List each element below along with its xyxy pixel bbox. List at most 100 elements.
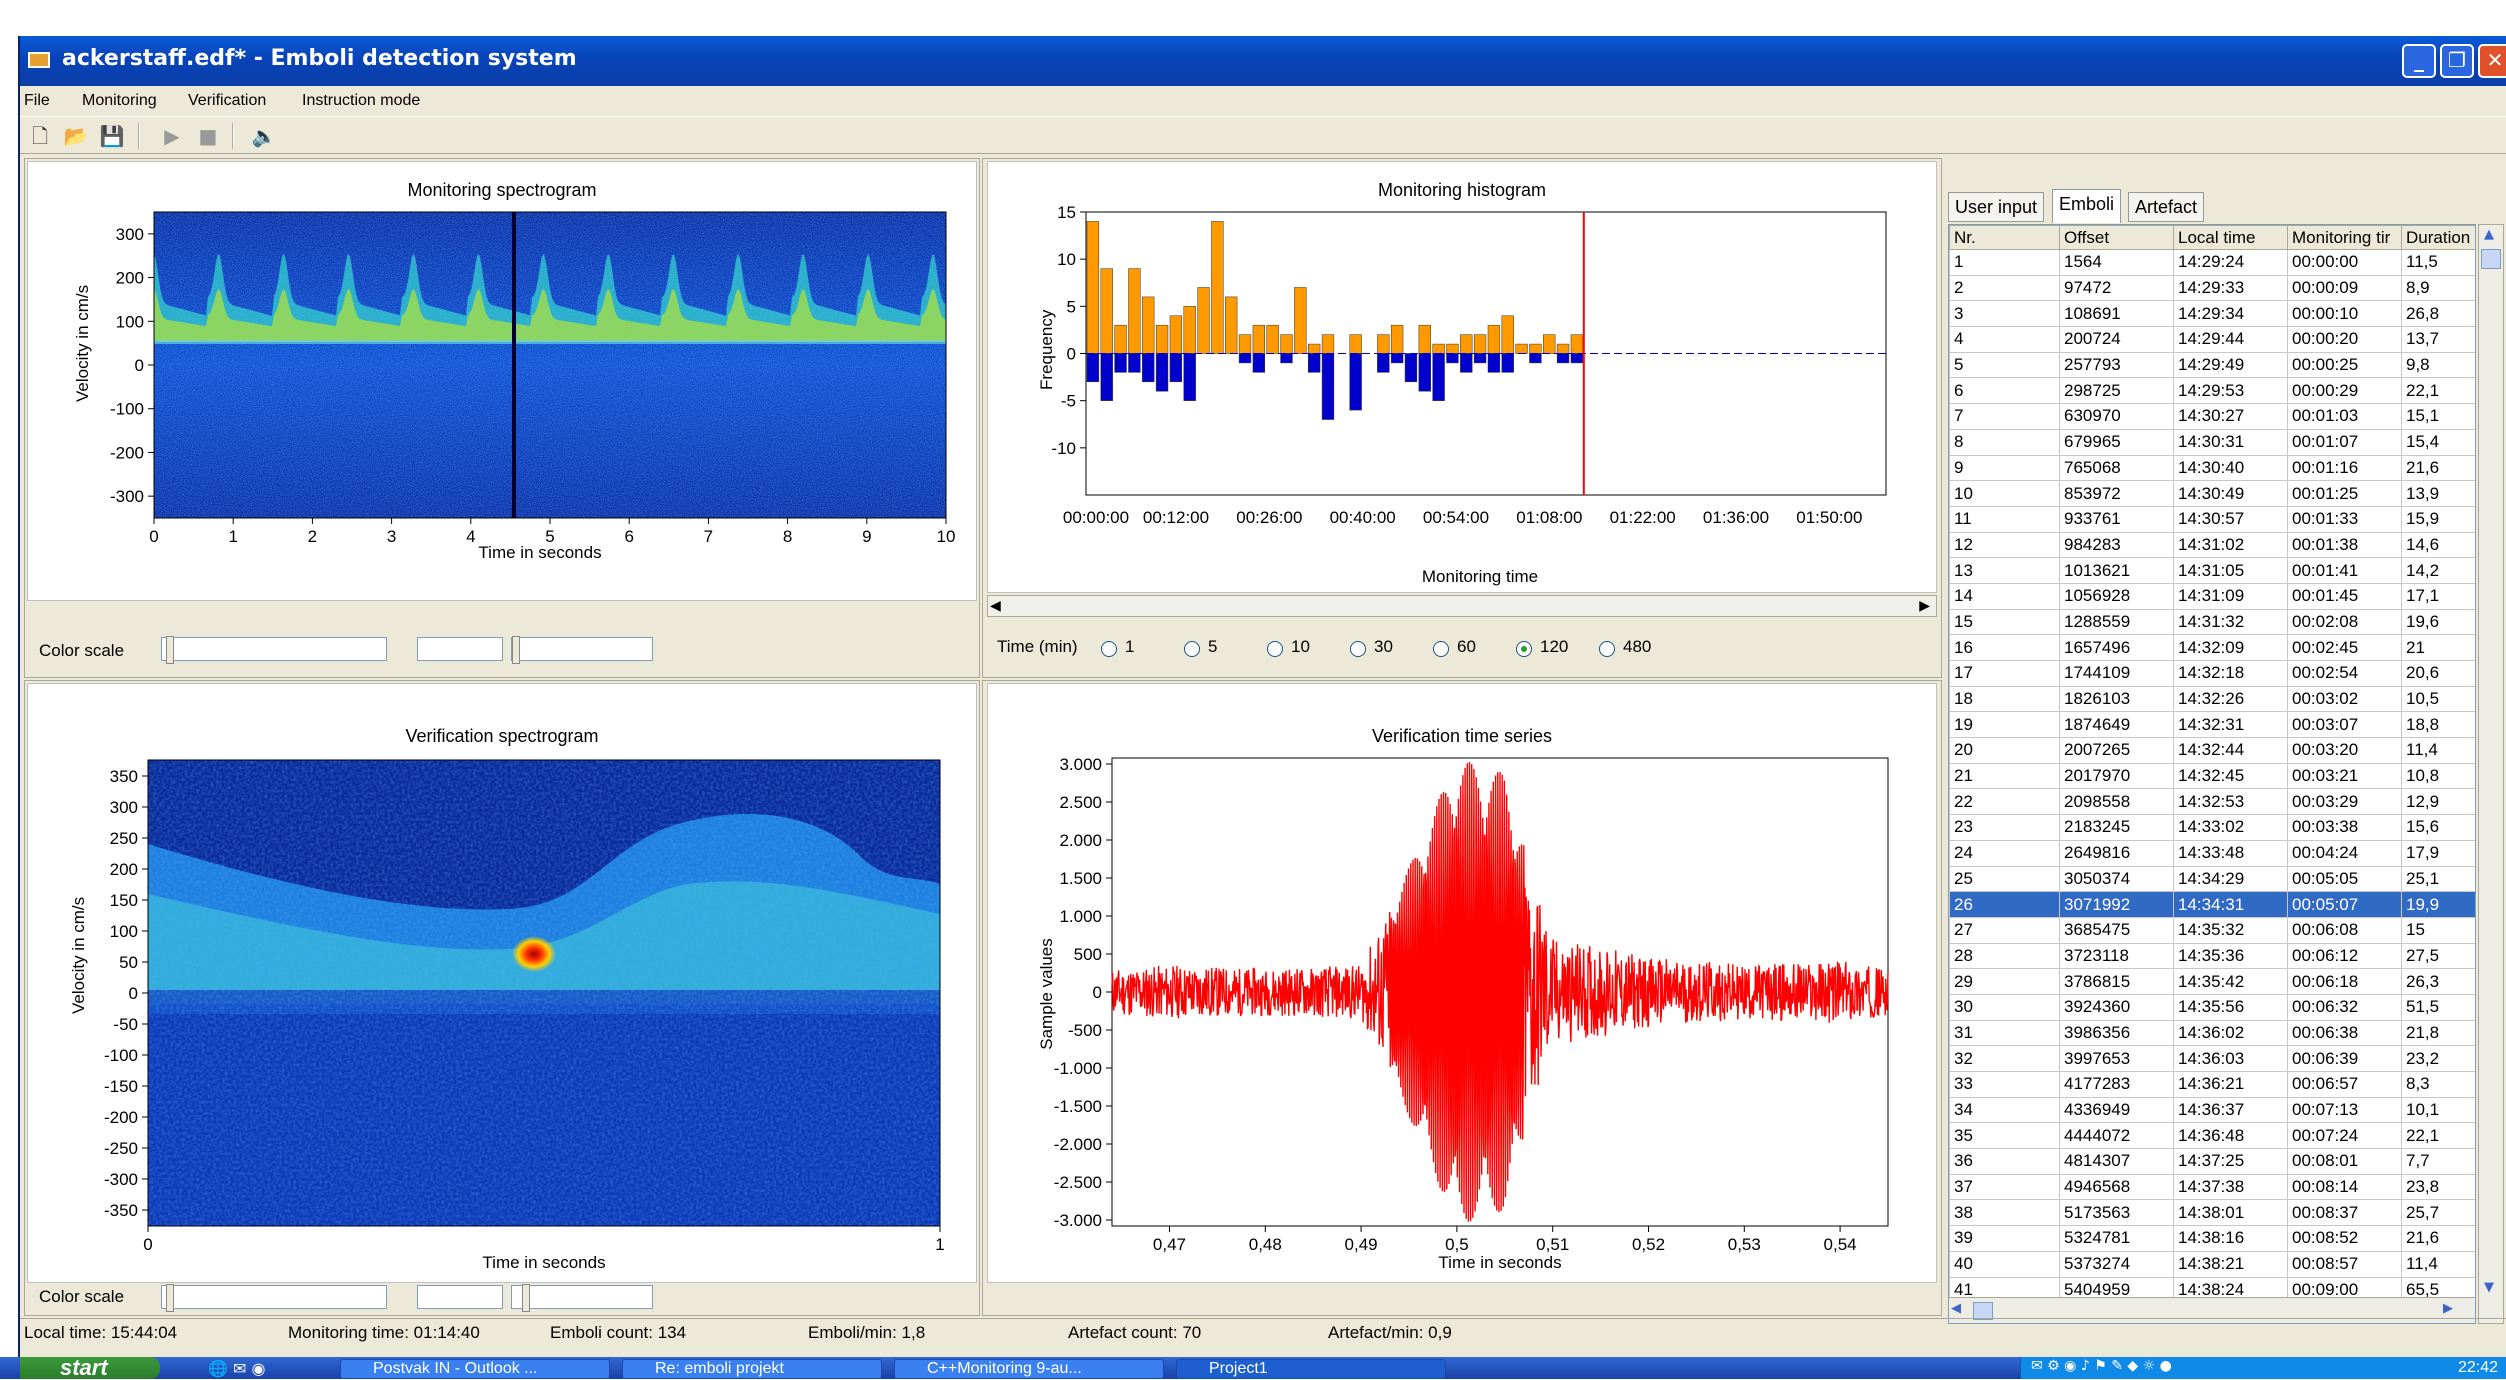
time-radio-5[interactable] (1184, 641, 1200, 657)
time-radio-1[interactable] (1101, 641, 1117, 657)
color-scale-slider-1[interactable] (161, 636, 387, 664)
table-row[interactable]: 15 1288559 14:31:32 00:02:08 19,6 (1949, 608, 2475, 636)
v-scroll-thumb[interactable] (2481, 249, 2501, 269)
table-row[interactable]: 22 2098558 14:32:53 00:03:29 12,9 (1949, 788, 2475, 816)
menu-monitoring[interactable]: Monitoring (82, 92, 157, 109)
table-row[interactable]: 35 4444072 14:36:48 00:07:24 22,1 (1949, 1122, 2475, 1150)
slider-thumb[interactable] (166, 1284, 174, 1312)
histogram-bar (1252, 324, 1266, 354)
table-row[interactable]: 17 1744109 14:32:18 00:02:54 20,6 (1949, 660, 2475, 687)
table-row[interactable]: 33 4177283 14:36:21 00:06:57 8,3 (1949, 1071, 2475, 1098)
color-scale-slider-4[interactable] (161, 1284, 387, 1312)
tray-icons[interactable]: ✉ ⚙ ◉ ♪ ⚑ ✎ ◆ ☼ ● (2031, 1358, 2172, 1374)
stop-icon[interactable]: ■ (198, 124, 218, 148)
time-radio-120[interactable] (1516, 641, 1532, 657)
table-row[interactable]: 20 2007265 14:32:44 00:03:20 11,4 (1949, 737, 2475, 764)
column-header[interactable]: Duration (2401, 225, 2475, 250)
play-icon[interactable]: ▶ (164, 124, 180, 148)
table-row[interactable]: 40 5373274 14:38:21 00:08:57 11,4 (1949, 1250, 2475, 1278)
time-radio-60[interactable] (1433, 641, 1449, 657)
table-row[interactable]: 5 257793 14:29:49 00:00:25 9,8 (1949, 351, 2475, 379)
task-project1[interactable]: Project1 (1176, 1359, 1446, 1379)
table-row[interactable]: 25 3050374 14:34:29 00:05:05 25,1 (1949, 865, 2475, 893)
column-header[interactable]: Offset (2059, 225, 2174, 250)
table-row[interactable]: 3 108691 14:29:34 00:00:10 26,8 (1949, 300, 2475, 328)
color-scale-slider-3[interactable] (511, 636, 653, 664)
status-bar: Local time: 15:44:04 Monitoring time: 01… (20, 1318, 2506, 1344)
start-button[interactable]: start (20, 1357, 160, 1379)
h-scroll-thumb[interactable] (1973, 1302, 1993, 1320)
table-row[interactable]: 27 3685475 14:35:32 00:06:08 15 (1949, 916, 2475, 944)
table-row[interactable]: 8 679965 14:30:31 00:01:07 15,4 (1949, 428, 2475, 456)
time-radio-30[interactable] (1350, 641, 1366, 657)
table-row[interactable]: 38 5173563 14:38:01 00:08:37 25,7 (1949, 1199, 2475, 1227)
x-tick-label: 10 (937, 527, 956, 546)
task-cpp-monitoring[interactable]: C++Monitoring 9-au... (894, 1359, 1164, 1379)
table-row[interactable]: 19 1874649 14:32:31 00:03:07 18,8 (1949, 711, 2475, 739)
quick-launch-icons[interactable]: 🌐 ✉ ◉ (208, 1359, 266, 1378)
slider-thumb[interactable] (512, 636, 520, 664)
histogram-scrollbar[interactable]: ◀ ▶ (987, 595, 1937, 617)
table-vertical-scrollbar[interactable]: ▲ ▼ (2478, 224, 2504, 1324)
slider-thumb[interactable] (522, 1284, 530, 1312)
table-row[interactable]: 37 4946568 14:37:38 00:08:14 23,8 (1949, 1173, 2475, 1201)
tab-emboli[interactable]: Emboli (2052, 189, 2122, 223)
table-row[interactable]: 30 3924360 14:35:56 00:06:32 51,5 (1949, 993, 2475, 1021)
maximize-button[interactable]: ❐ (2440, 44, 2474, 78)
table-row[interactable]: 31 3986356 14:36:02 00:06:38 21,8 (1949, 1019, 2475, 1047)
table-row[interactable]: 28 3723118 14:35:36 00:06:12 27,5 (1949, 942, 2475, 970)
table-row[interactable]: 18 1826103 14:32:26 00:03:02 10,5 (1949, 685, 2475, 713)
open-folder-icon[interactable]: 📂 (63, 124, 89, 148)
column-header[interactable]: Monitoring tir (2287, 225, 2402, 250)
scroll-down-icon[interactable]: ▼ (2484, 1280, 2494, 1295)
table-row[interactable]: 34 4336949 14:36:37 00:07:13 10,1 (1949, 1096, 2475, 1124)
table-row[interactable]: 21 2017970 14:32:45 00:03:21 10,8 (1949, 762, 2475, 790)
menu-file[interactable]: File (24, 92, 50, 109)
scroll-left-icon[interactable]: ◀ (990, 598, 1001, 614)
table-row[interactable]: 7 630970 14:30:27 00:01:03 15,1 (1949, 403, 2475, 430)
table-row[interactable]: 1 1564 14:29:24 00:00:00 11,5 (1949, 249, 2475, 276)
time-radio-10[interactable] (1267, 641, 1283, 657)
tab-artefact[interactable]: Artefact (2128, 192, 2205, 222)
table-row[interactable]: 4 200724 14:29:44 00:00:20 13,7 (1949, 326, 2475, 353)
slider-thumb[interactable] (166, 636, 174, 664)
color-scale-slider-5[interactable] (417, 1285, 503, 1309)
minimize-button[interactable]: _ (2402, 44, 2436, 78)
task-emboli-projekt[interactable]: Re: emboli projekt (622, 1359, 882, 1379)
table-row[interactable]: 2 97472 14:29:33 00:00:09 8,9 (1949, 274, 2475, 302)
speaker-icon[interactable]: 🔈 (251, 124, 277, 148)
table-row[interactable]: 16 1657496 14:32:09 00:02:45 21 (1949, 634, 2475, 661)
color-scale-slider-6[interactable] (511, 1284, 653, 1312)
table-row[interactable]: 36 4814307 14:37:25 00:08:01 7,7 (1949, 1148, 2475, 1175)
close-button[interactable]: ✕ (2478, 44, 2506, 78)
table-row[interactable]: 9 765068 14:30:40 00:01:16 21,6 (1949, 454, 2475, 482)
table-row[interactable]: 29 3786815 14:35:42 00:06:18 26,3 (1949, 968, 2475, 995)
table-cell: 19,6 (2401, 608, 2475, 636)
table-row[interactable]: 39 5324781 14:38:16 00:08:52 21,6 (1949, 1225, 2475, 1252)
table-row[interactable]: 6 298725 14:29:53 00:00:29 22,1 (1949, 377, 2475, 405)
table-row[interactable]: 12 984283 14:31:02 00:01:38 14,6 (1949, 531, 2475, 559)
column-header[interactable]: Local time (2173, 225, 2288, 250)
save-icon[interactable]: 💾 (99, 124, 125, 148)
column-header[interactable]: Nr. (1949, 225, 2060, 250)
table-row[interactable]: 11 933761 14:30:57 00:01:33 15,9 (1949, 505, 2475, 533)
table-row[interactable]: 10 853972 14:30:49 00:01:25 13,9 (1949, 480, 2475, 507)
scroll-up-icon[interactable]: ▲ (2484, 227, 2494, 242)
menu-instruction-mode[interactable]: Instruction mode (302, 92, 421, 109)
task-outlook[interactable]: Postvak IN - Outlook ... (340, 1359, 610, 1379)
menu-verification[interactable]: Verification (188, 92, 267, 109)
table-cell: 00:02:54 (2287, 660, 2402, 687)
tab-user-input[interactable]: User input (1948, 192, 2045, 222)
new-file-icon[interactable]: 🗋 (31, 124, 49, 148)
table-row[interactable]: 32 3997653 14:36:03 00:06:39 23,2 (1949, 1045, 2475, 1072)
time-radio-480[interactable] (1599, 641, 1615, 657)
table-row[interactable]: 26 3071992 14:34:31 00:05:07 19,9 (1949, 891, 2475, 918)
table-row[interactable]: 13 1013621 14:31:05 00:01:41 14,2 (1949, 557, 2475, 584)
scroll-right-icon[interactable]: ▶ (1919, 598, 1930, 614)
table-row[interactable]: 14 1056928 14:31:09 00:01:45 17,1 (1949, 582, 2475, 610)
scroll-right-icon[interactable]: ▶ (2443, 1301, 2453, 1316)
table-row[interactable]: 24 2649816 14:33:48 00:04:24 17,9 (1949, 839, 2475, 867)
color-scale-slider-2[interactable] (417, 637, 503, 661)
table-row[interactable]: 23 2183245 14:33:02 00:03:38 15,6 (1949, 814, 2475, 841)
scroll-left-icon[interactable]: ◀ (1951, 1301, 1961, 1316)
